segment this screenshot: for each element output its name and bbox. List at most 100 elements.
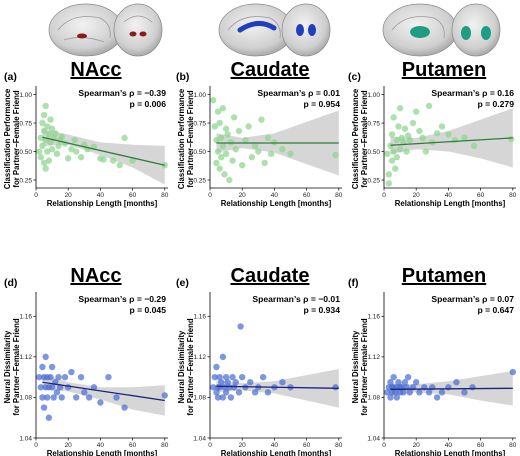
y-axis-title: Classification Performance for Partner−Fe… (351, 88, 369, 189)
data-point (237, 323, 244, 330)
panel-title: Putamen (402, 59, 486, 81)
data-point (210, 384, 217, 391)
chart-panel-1: Caudate (b) 0 20 40 60 80 0.25 0.50 0.75 1.00 Relat… (176, 59, 343, 208)
data-point (77, 373, 85, 381)
data-point (64, 155, 72, 162)
data-point (58, 394, 65, 401)
data-point (255, 148, 262, 155)
data-point (55, 142, 62, 150)
data-point (42, 102, 49, 110)
data-point (229, 157, 236, 164)
y-tick-label: 1.00 (19, 92, 32, 99)
y-axis-title-line: for Partner−Female Friend (360, 90, 369, 188)
y-tick-label: 1.16 (19, 314, 32, 321)
y-axis-title-line: for Partner−Female Friend (12, 318, 21, 416)
x-tick-label: 20 (413, 192, 421, 199)
data-point (68, 368, 75, 376)
chart-panel-3: NAcc (d) 0 20 40 60 80 1.04 1.08 1.12 1.16 Relation… (3, 265, 169, 456)
data-point (395, 379, 402, 386)
y-tick-label: 0.25 (367, 177, 380, 184)
x-axis-title: Relationship Length [months] (47, 199, 158, 208)
data-point (392, 389, 399, 396)
x-tick-label: 60 (129, 442, 137, 449)
data-point (39, 142, 46, 150)
data-point (224, 379, 231, 386)
data-point (100, 156, 107, 163)
y-tick-label: 0.50 (19, 149, 32, 156)
data-point (214, 394, 222, 401)
x-tick-label: 20 (413, 442, 421, 449)
confidence-band (42, 374, 165, 416)
data-point (412, 379, 420, 386)
data-point (227, 394, 235, 401)
x-tick-label: 80 (161, 442, 169, 449)
data-point (40, 404, 48, 411)
data-point (438, 123, 446, 130)
data-point (39, 119, 46, 127)
y-tick-label: 1.12 (193, 354, 206, 361)
data-point (388, 157, 396, 164)
data-point (259, 373, 267, 381)
x-tick-label: 0 (208, 192, 212, 199)
data-point (264, 389, 272, 396)
data-point (385, 171, 393, 178)
y-tick-label: 0.25 (19, 177, 32, 184)
data-point (229, 373, 236, 381)
data-point (409, 119, 417, 127)
data-point (332, 384, 339, 391)
p-value: p = 0.006 (129, 99, 166, 109)
data-point (392, 165, 399, 172)
data-point (461, 389, 468, 396)
data-point (412, 108, 420, 115)
data-point (37, 384, 45, 391)
data-point (58, 133, 65, 140)
data-point (387, 394, 394, 401)
brain-image-caudate (218, 3, 331, 57)
data-point (40, 111, 48, 119)
x-tick-label: 80 (335, 442, 343, 449)
data-point (39, 363, 46, 371)
data-point (226, 176, 233, 184)
data-point (219, 394, 227, 401)
chart-panel-2: Putamen (c) 0 20 40 60 80 0.25 0.50 0.75 1.00 Relat… (348, 59, 517, 208)
data-point (232, 146, 239, 153)
data-point (129, 157, 136, 164)
data-point (105, 373, 112, 381)
data-point (388, 131, 396, 138)
data-point (50, 394, 57, 401)
brain-image-putamen (382, 3, 501, 57)
data-point (261, 159, 268, 167)
spearman-rho: Spearman’s ρ = 0.16 (431, 88, 514, 98)
data-point (230, 114, 238, 121)
data-point (81, 389, 88, 396)
data-point (85, 394, 93, 401)
data-point (42, 353, 49, 361)
data-point (219, 105, 227, 112)
data-point (238, 373, 246, 381)
data-point (404, 373, 412, 381)
x-tick-label: 0 (382, 192, 386, 199)
data-point (44, 394, 51, 401)
y-tick-label: 1.08 (367, 395, 380, 402)
data-point (222, 373, 230, 381)
y-axis-title-line: Classification Performance (351, 88, 360, 189)
panels: NAcc (a) 0 20 40 60 80 0.25 0.50 0.75 1.00 Relation… (3, 59, 517, 456)
y-tick-label: 1.04 (367, 435, 380, 442)
data-point (219, 142, 227, 150)
data-point (279, 379, 286, 386)
data-point (216, 165, 223, 172)
data-point (71, 136, 78, 144)
y-axis-title-line: Classification Performance (177, 88, 186, 189)
data-point (40, 127, 48, 135)
chart-panel-0: NAcc (a) 0 20 40 60 80 0.25 0.50 0.75 1.00 Relation… (3, 59, 169, 208)
data-point (53, 389, 61, 396)
panel-label: (e) (176, 277, 189, 289)
y-tick-label: 1.04 (19, 435, 32, 442)
x-tick-label: 0 (382, 442, 386, 449)
data-point (422, 148, 430, 155)
x-tick-label: 60 (477, 192, 485, 199)
x-tick-label: 40 (445, 442, 453, 449)
data-point (213, 363, 220, 371)
spearman-rho: Spearman’s ρ = −0.01 (252, 294, 340, 304)
data-point (469, 384, 476, 391)
